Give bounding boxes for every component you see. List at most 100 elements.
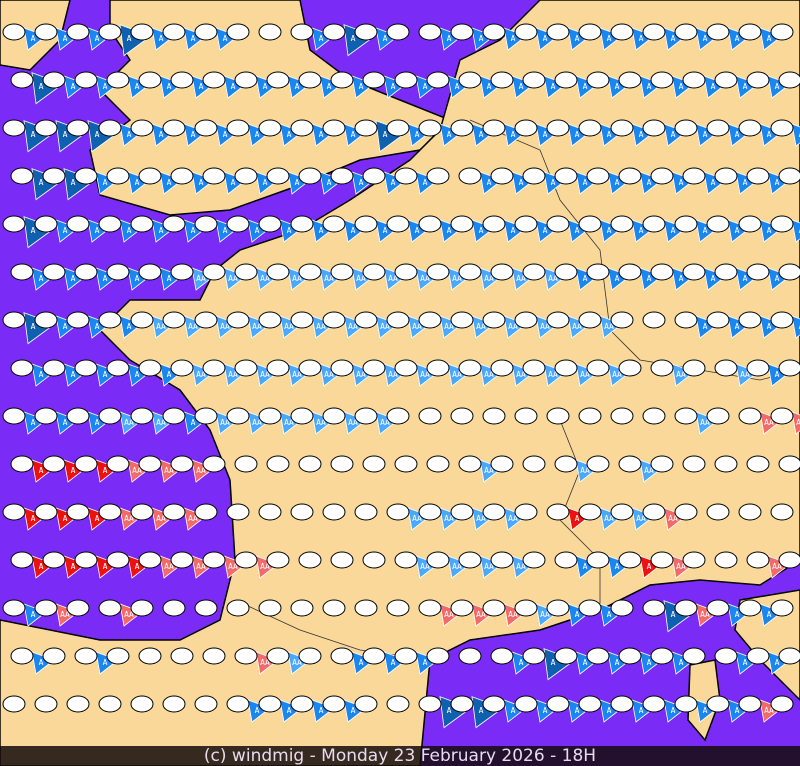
wind-station-marker: [266, 263, 290, 281]
wind-station-marker: [130, 503, 154, 521]
wind-station-marker: [258, 407, 282, 425]
wind-station-marker: [66, 599, 90, 617]
svg-text:AA: AA: [476, 514, 486, 523]
wind-station-marker: [194, 695, 218, 713]
svg-text:A: A: [327, 178, 332, 187]
wind-station-marker: [450, 503, 474, 521]
svg-text:AA: AA: [260, 658, 270, 667]
wind-station-marker: [322, 407, 346, 425]
wind-station-marker: [202, 263, 226, 281]
wind-station-marker: [546, 215, 570, 233]
svg-text:A: A: [647, 82, 652, 91]
svg-text:AA: AA: [476, 322, 486, 331]
svg-text:AA: AA: [220, 322, 230, 331]
wind-station-marker: [258, 215, 282, 233]
wind-station-marker: [34, 311, 58, 329]
wind-station-marker: [642, 215, 666, 233]
svg-text:A: A: [767, 322, 772, 331]
wind-station-marker: [298, 359, 322, 377]
svg-text:A: A: [711, 178, 716, 187]
wind-station-marker: [490, 647, 514, 665]
wind-station-marker: [618, 359, 642, 377]
wind-station-marker: [66, 311, 90, 329]
wind-station-marker: [714, 71, 738, 89]
wind-station-marker: [650, 71, 674, 89]
wind-station-marker: [394, 71, 418, 89]
wind-station-marker: [162, 119, 186, 137]
wind-station-marker: [226, 407, 250, 425]
svg-text:AA: AA: [604, 322, 614, 331]
svg-text:AA: AA: [188, 322, 198, 331]
wind-station-marker: [650, 167, 674, 185]
wind-station-marker: [170, 647, 194, 665]
svg-text:A: A: [575, 34, 580, 43]
wind-station-marker: [642, 311, 666, 329]
wind-station-marker: [618, 647, 642, 665]
svg-text:A: A: [31, 226, 36, 235]
svg-text:AA: AA: [676, 562, 686, 571]
svg-text:A: A: [231, 178, 236, 187]
wind-station-marker: [546, 599, 570, 617]
wind-station-marker: [522, 647, 546, 665]
wind-arrow-strong: AA: [791, 411, 800, 435]
wind-station-marker: [226, 599, 250, 617]
wind-station-marker: [586, 167, 610, 185]
wind-station-marker: [490, 455, 514, 473]
wind-station-marker: [66, 407, 90, 425]
wind-station-marker: [706, 503, 730, 521]
svg-text:AA: AA: [676, 370, 686, 379]
wind-station-marker: [322, 503, 346, 521]
wind-station-marker: [706, 215, 730, 233]
wind-station-marker: [706, 119, 730, 137]
wind-station-marker: [2, 503, 26, 521]
wind-station-marker: [298, 167, 322, 185]
wind-station-marker: [362, 359, 386, 377]
wind-station-marker: [234, 359, 258, 377]
wind-station-marker: [514, 407, 538, 425]
wind-station-marker: [522, 263, 546, 281]
svg-text:AA: AA: [420, 562, 430, 571]
svg-text:A: A: [95, 514, 100, 523]
wind-station-marker: [194, 599, 218, 617]
svg-text:A: A: [551, 82, 556, 91]
wind-station-marker: [770, 407, 794, 425]
svg-text:AA: AA: [260, 370, 270, 379]
svg-text:AA: AA: [196, 466, 206, 475]
svg-text:A: A: [103, 178, 108, 187]
wind-station-marker: [674, 119, 698, 137]
svg-text:A: A: [735, 610, 740, 619]
wind-station-marker: [682, 647, 706, 665]
svg-text:A: A: [519, 178, 524, 187]
wind-station-marker: [586, 71, 610, 89]
wind-station-marker: [738, 407, 762, 425]
wind-station-marker: [2, 311, 26, 329]
svg-text:A: A: [679, 274, 684, 283]
svg-text:A: A: [327, 82, 332, 91]
wind-station-marker: [610, 119, 634, 137]
wind-station-marker: [330, 71, 354, 89]
wind-station-marker: [386, 599, 410, 617]
svg-text:A: A: [647, 562, 652, 571]
wind-station-marker: [162, 695, 186, 713]
svg-text:A: A: [543, 34, 548, 43]
wind-station-marker: [130, 311, 154, 329]
wind-station-marker: [490, 71, 514, 89]
wind-station-marker: [10, 455, 34, 473]
wind-station-marker: [554, 455, 578, 473]
wind-station-marker: [738, 599, 762, 617]
wind-station-marker: [578, 407, 602, 425]
wind-station-marker: [234, 647, 258, 665]
svg-text:A: A: [703, 226, 708, 235]
wind-station-marker: [426, 167, 450, 185]
wind-station-marker: [778, 647, 800, 665]
wind-station-marker: [106, 71, 130, 89]
wind-arrow-moderate: A: [791, 219, 800, 243]
wind-station-marker: [482, 23, 506, 41]
svg-text:A: A: [31, 322, 36, 331]
wind-station-marker: [714, 263, 738, 281]
wind-station-marker: [266, 455, 290, 473]
wind-station-marker: [106, 167, 130, 185]
wind-station-marker: [650, 455, 674, 473]
